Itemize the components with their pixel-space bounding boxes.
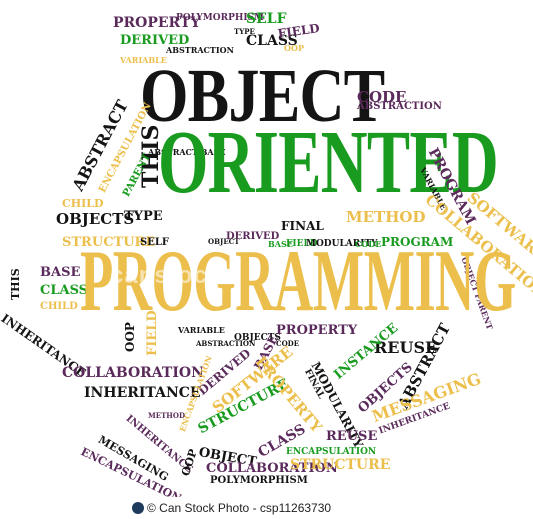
word-child-mid: CHILD [62,197,104,210]
footer-bar: © Can Stock Photo - csp11263730 [0,497,533,519]
word-structure-mid: STRUCTURE [62,235,156,250]
word-reuse-mid2: REUSE [374,338,438,357]
word-base-left: BASE [40,265,81,280]
word-variable-mid2: VARIABLE [178,325,225,335]
word-type-top: TYPE [234,27,255,36]
word-inheritance-left2: INHERITANCE [84,385,201,401]
word-collaboration-low: COLLABORATION [206,461,338,476]
word-class-left: CLASS [40,283,89,298]
word-method-low: METHOD [148,411,186,420]
word-structure-bottom: STRUCTURE [290,457,391,473]
word-programming: PROGRAMMING [80,233,516,330]
word-objects-mid: OBJECTS [56,210,135,228]
word-objects-mid2: OBJECTS [234,333,281,343]
word-abstract-base: ABSTRACT BASE [148,147,226,157]
word-base-mid: BASE [268,239,293,249]
word-property-mid2: PROPERTY [276,323,358,338]
word-field-left: FIELD [145,310,160,356]
word-final-mid: FINAL [281,219,324,233]
word-polymorphism-top: POLYMORPHISM [176,13,265,23]
word-program-mid: PROGRAM [381,235,454,249]
word-modularity-mid: MODULARITY [306,239,378,249]
word-polymorphism-low: POLYMORPHISM [210,475,308,486]
word-object-mid: OBJECT [208,237,240,246]
word-method-mid: METHOD [346,208,426,226]
watermark: canstock [110,262,223,289]
word-oop-left: OOP [123,322,137,352]
word-code-mid: CODE [355,239,382,249]
word-class-top: CLASS [246,33,298,49]
word-encapsulation-bottom: ENCAPSULATION [286,447,377,457]
word-abstraction-code: ABSTRACTION [357,101,442,112]
word-derived-mid: DERIVED [226,231,280,242]
canstock-logo-icon [132,502,144,514]
word-reuse-low: REUSE [326,429,378,444]
word-code: CODE [357,88,407,106]
word-self-top: SELF [246,11,287,27]
word-child-left: CHILD [40,301,78,312]
word-collaboration-left: COLLABORATION [62,365,204,381]
word-abstraction-top: ABSTRACTION [166,45,234,55]
word-code-mid2: CODE [276,339,300,348]
word-object: OBJECT [140,54,385,138]
word-field-mid: FIELD [286,239,318,249]
word-type-mid: TYPE [124,209,163,224]
word-oriented: ORIENTED [158,113,499,212]
footer-credit: © Can Stock Photo - csp11263730 [132,501,331,515]
word-variable-top: VARIABLE [120,55,167,65]
word-this-left: THIS [9,268,22,300]
word-property-top: PROPERTY [113,15,201,31]
word-self-mid: SELF [140,237,169,248]
word-derived-top: DERIVED [120,33,190,48]
word-abstraction-mid2: ABSTRACTION [196,339,256,348]
word-oop-low: OOP [179,447,200,478]
footer-credit-text: © Can Stock Photo - csp11263730 [147,501,332,515]
word-oop-top: OOP [284,43,304,53]
